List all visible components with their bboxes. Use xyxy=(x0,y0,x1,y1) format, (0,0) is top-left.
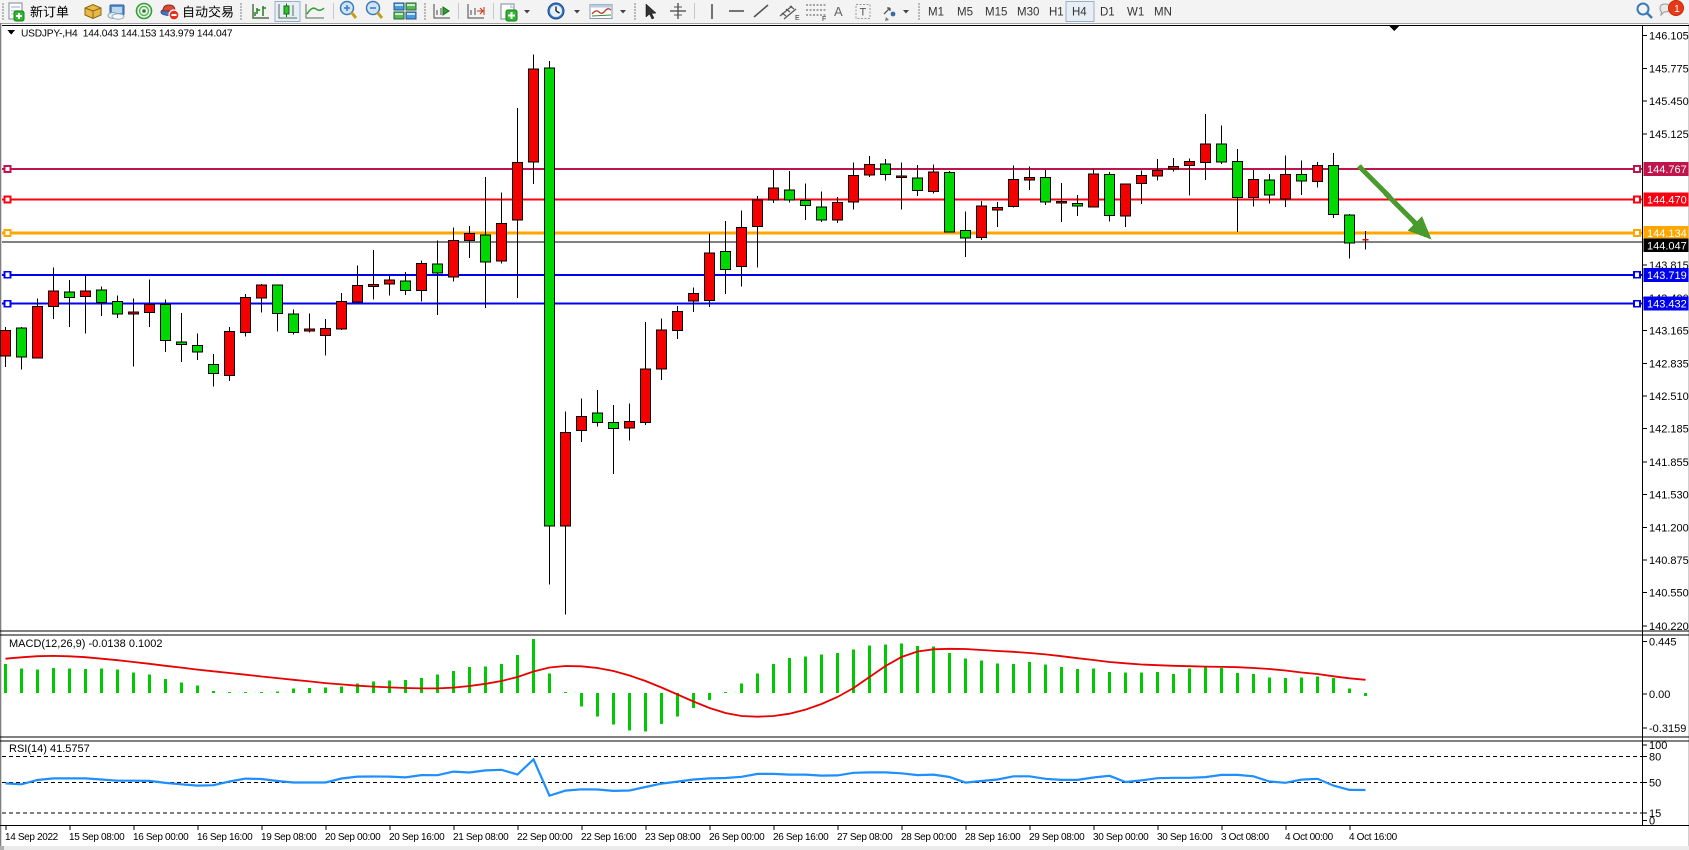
svg-text:100: 100 xyxy=(1649,740,1667,752)
svg-text:26 Sep 00:00: 26 Sep 00:00 xyxy=(709,832,765,843)
svg-text:142.185: 142.185 xyxy=(1649,424,1689,436)
svg-text:4 Oct 00:00: 4 Oct 00:00 xyxy=(1285,832,1334,843)
svg-text:145.775: 145.775 xyxy=(1649,64,1689,76)
svg-text:M5: M5 xyxy=(957,7,973,19)
svg-text:143.719: 143.719 xyxy=(1647,270,1687,282)
svg-text:50: 50 xyxy=(1649,778,1661,790)
svg-text:140.220: 140.220 xyxy=(1649,621,1689,633)
svg-text:20 Sep 16:00: 20 Sep 16:00 xyxy=(389,832,445,843)
svg-text:M15: M15 xyxy=(985,7,1007,19)
svg-text:M30: M30 xyxy=(1017,7,1039,19)
svg-text:144.470: 144.470 xyxy=(1647,195,1687,207)
svg-text:145.450: 145.450 xyxy=(1649,96,1689,108)
svg-text:4 Oct 16:00: 4 Oct 16:00 xyxy=(1349,832,1398,843)
svg-text:M1: M1 xyxy=(928,7,944,19)
svg-text:144.134: 144.134 xyxy=(1647,228,1687,240)
svg-text:T: T xyxy=(860,7,867,19)
svg-text:80: 80 xyxy=(1649,751,1661,763)
svg-text:28 Sep 00:00: 28 Sep 00:00 xyxy=(901,832,957,843)
svg-text:28 Sep 16:00: 28 Sep 16:00 xyxy=(965,832,1021,843)
svg-text:F: F xyxy=(822,16,826,23)
svg-text:143.432: 143.432 xyxy=(1647,299,1687,311)
svg-text:16 Sep 00:00: 16 Sep 00:00 xyxy=(133,832,189,843)
svg-text:H4: H4 xyxy=(1072,7,1087,19)
svg-text:22 Sep 00:00: 22 Sep 00:00 xyxy=(517,832,573,843)
svg-text:143.165: 143.165 xyxy=(1649,325,1689,337)
svg-text:H1: H1 xyxy=(1049,7,1064,19)
svg-text:1: 1 xyxy=(1674,3,1680,15)
svg-text:142.835: 142.835 xyxy=(1649,359,1689,371)
svg-text:15: 15 xyxy=(1649,808,1661,820)
svg-text:141.530: 141.530 xyxy=(1649,489,1689,501)
svg-text:14 Sep 2022: 14 Sep 2022 xyxy=(5,832,59,843)
svg-text:23 Sep 08:00: 23 Sep 08:00 xyxy=(645,832,701,843)
svg-text:22 Sep 16:00: 22 Sep 16:00 xyxy=(581,832,637,843)
svg-text:D1: D1 xyxy=(1100,7,1115,19)
svg-text:3 Oct 08:00: 3 Oct 08:00 xyxy=(1221,832,1270,843)
svg-text:140.875: 140.875 xyxy=(1649,555,1689,567)
svg-text:141.855: 141.855 xyxy=(1649,457,1689,469)
svg-text:16 Sep 16:00: 16 Sep 16:00 xyxy=(197,832,253,843)
svg-text:A: A xyxy=(834,4,843,19)
svg-text:0.445: 0.445 xyxy=(1649,637,1677,649)
svg-text:26 Sep 16:00: 26 Sep 16:00 xyxy=(773,832,829,843)
svg-text:E: E xyxy=(795,15,800,22)
svg-text:30 Sep 16:00: 30 Sep 16:00 xyxy=(1157,832,1213,843)
svg-text:MN: MN xyxy=(1154,7,1172,19)
svg-text:145.125: 145.125 xyxy=(1649,129,1689,141)
svg-text:20 Sep 00:00: 20 Sep 00:00 xyxy=(325,832,381,843)
svg-text:15 Sep 08:00: 15 Sep 08:00 xyxy=(69,832,125,843)
svg-text:0.00: 0.00 xyxy=(1649,689,1670,701)
svg-text:MACD(12,26,9) -0.0138 0.1002: MACD(12,26,9) -0.0138 0.1002 xyxy=(9,638,162,650)
svg-text:RSI(14) 41.5757: RSI(14) 41.5757 xyxy=(9,743,90,755)
svg-text:19 Sep 08:00: 19 Sep 08:00 xyxy=(261,832,317,843)
svg-text:0: 0 xyxy=(1649,816,1655,828)
svg-text:146.105: 146.105 xyxy=(1649,31,1689,43)
svg-text:27 Sep 08:00: 27 Sep 08:00 xyxy=(837,832,893,843)
svg-text:144.767: 144.767 xyxy=(1647,164,1687,176)
svg-text:USDJPY-,H4 144.043 144.153 14: USDJPY-,H4 144.043 144.153 143.979 144.0… xyxy=(21,29,233,40)
svg-text:140.550: 140.550 xyxy=(1649,588,1689,600)
svg-text:142.510: 142.510 xyxy=(1649,391,1689,403)
svg-text:-0.3159: -0.3159 xyxy=(1649,723,1686,735)
svg-text:W1: W1 xyxy=(1127,7,1144,19)
svg-text:21 Sep 08:00: 21 Sep 08:00 xyxy=(453,832,509,843)
svg-text:30 Sep 00:00: 30 Sep 00:00 xyxy=(1093,832,1149,843)
svg-text:141.200: 141.200 xyxy=(1649,523,1689,535)
svg-text:29 Sep 08:00: 29 Sep 08:00 xyxy=(1029,832,1085,843)
svg-text:144.047: 144.047 xyxy=(1647,241,1687,253)
